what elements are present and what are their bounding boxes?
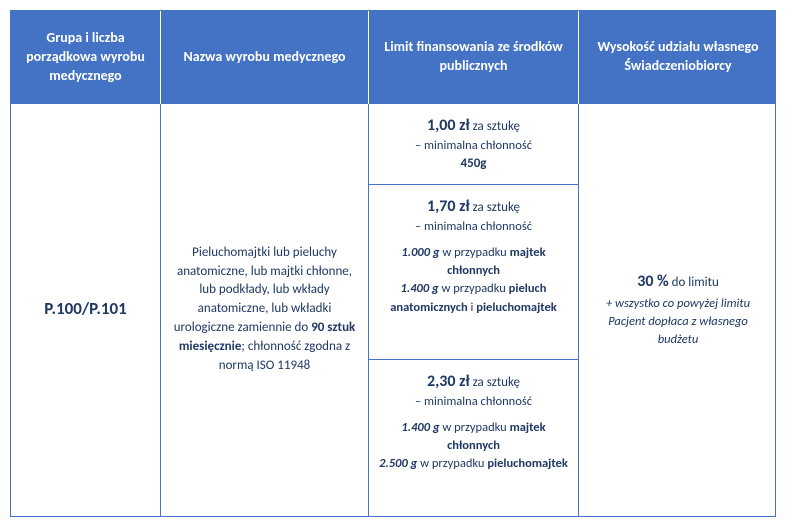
cell-share: 30 % do limitu + wszystko co powyżej lim… <box>579 104 777 516</box>
limit-tier-3: 2,30 zł za sztukę – minimalna chłonność … <box>369 360 578 516</box>
cell-code: P.100/P.101 <box>11 104 161 516</box>
reimbursement-table: Grupa i liczba porządkowa wyrobu medyczn… <box>10 10 776 517</box>
table-row: P.100/P.101 Pieluchomajtki lub pieluchy … <box>11 104 775 516</box>
product-code: P.100/P.101 <box>44 297 126 322</box>
product-name: Pieluchomajtki lub pieluchy anatomiczne,… <box>171 244 358 376</box>
share-percent: 30 % <box>637 272 669 291</box>
header-col-limit: Limit finansowania ze środków publicznyc… <box>369 11 579 104</box>
share-note: + wszystko co powyżej limitu Pacjent dop… <box>589 295 767 349</box>
limit-tier-1: 1,00 zł za sztukę – minimalna chłonność … <box>369 104 578 185</box>
header-col-share: Wysokość udziału własnego Świadczeniobio… <box>579 11 777 104</box>
cell-name: Pieluchomajtki lub pieluchy anatomiczne,… <box>161 104 369 516</box>
header-col-group: Grupa i liczba porządkowa wyrobu medyczn… <box>11 11 161 104</box>
limit-tier-2: 1,70 zł za sztukę – minimalna chłonność … <box>369 185 578 360</box>
table-header-row: Grupa i liczba porządkowa wyrobu medyczn… <box>11 11 775 104</box>
cell-limits: 1,00 zł za sztukę – minimalna chłonność … <box>369 104 579 516</box>
header-col-name: Nazwa wyrobu medycznego <box>161 11 369 104</box>
